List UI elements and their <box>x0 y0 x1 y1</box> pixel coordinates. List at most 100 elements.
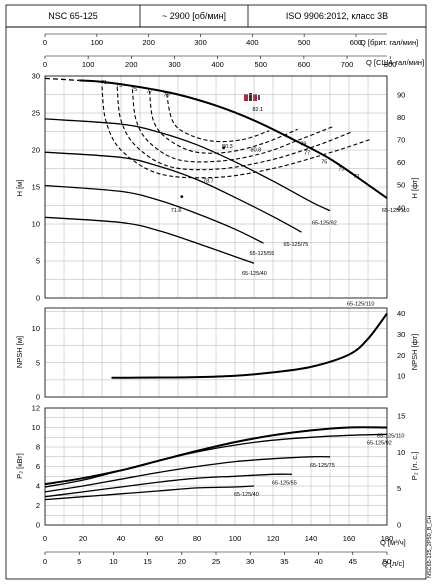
power-plot-frame <box>44 407 388 526</box>
x-tick-ls: 20 <box>178 557 186 566</box>
power-series-label: 65-125/92 <box>367 440 392 446</box>
efficiency-label: 77 <box>146 89 152 95</box>
head-series-label: 65-125/92 <box>312 221 337 227</box>
efficiency-label: 71 <box>354 174 360 180</box>
x-tick-m3h: 20 <box>79 534 87 543</box>
efficiency-isoline <box>148 90 298 154</box>
head-ytick-right: 50 <box>397 181 405 190</box>
power-ytick-left: 6 <box>36 462 40 471</box>
head-ytick-right: 80 <box>397 113 405 122</box>
efficiency-label: 71 <box>101 80 107 86</box>
efficiency-label: 80.8 <box>251 147 262 153</box>
efficiency-point <box>180 195 184 199</box>
npsh-ytick-left: 10 <box>32 324 40 333</box>
manufacturer-logo <box>244 93 260 101</box>
x-tick-ls: 35 <box>280 557 288 566</box>
imperial-tick: 500 <box>298 38 311 47</box>
power-series-label: 65-125/40 <box>234 492 259 498</box>
npsh-ytick-left: 0 <box>36 393 40 402</box>
head-curve-65-125-110 <box>79 79 388 199</box>
efficiency-label: 82.1 <box>252 107 263 113</box>
power-curve-65-125-40 <box>44 485 255 501</box>
imperial-tick: 0 <box>43 38 47 47</box>
x-tick-m3h: 80 <box>193 534 201 543</box>
power-ytick-left: 0 <box>36 521 40 530</box>
x-tick-ls: 25 <box>212 557 220 566</box>
power-series-label: 65-125/75 <box>310 463 335 469</box>
power-ylabel-right: P₂ [л. с.] <box>410 452 419 481</box>
us-tick: 500 <box>254 60 267 69</box>
efficiency-label: 78.7 <box>203 179 214 185</box>
x-tick-m3h: 40 <box>117 534 125 543</box>
power-series-label: 65-125/110 <box>377 434 404 440</box>
x-tick-ls: 5 <box>77 557 81 566</box>
power-ytick-right: 0 <box>397 521 401 530</box>
us-tick: 200 <box>125 60 138 69</box>
head-curve-extension <box>44 77 80 82</box>
x-tick-m3h: 180 <box>381 534 394 543</box>
power-ytick-left: 4 <box>36 482 40 491</box>
us-tick: 600 <box>298 60 311 69</box>
npsh-ytick-right: 40 <box>397 309 405 318</box>
imperial-tick: 600 <box>350 38 363 47</box>
x-tick-ls: 10 <box>109 557 117 566</box>
head-ytick-left: 0 <box>36 294 40 303</box>
x-tick-m3h: 60 <box>155 534 163 543</box>
power-curve-65-125-110 <box>44 426 388 486</box>
us-tick: 100 <box>82 60 95 69</box>
efficiency-isoline <box>101 86 372 179</box>
npsh-ytick-right: 30 <box>397 330 405 339</box>
x-tick-ls: 50 <box>383 557 391 566</box>
efficiency-isoline <box>116 87 354 171</box>
head-ytick-left: 20 <box>32 146 40 155</box>
head-ytick-left: 30 <box>32 72 40 81</box>
x-tick-ls: 45 <box>349 557 357 566</box>
x-tick-ls: 15 <box>143 557 151 566</box>
power-ytick-left: 12 <box>32 404 40 413</box>
header-model: NSC 65-125 <box>48 11 98 21</box>
head-ytick-left: 5 <box>36 257 40 266</box>
x-axis-label-us: Q [США гал/мин] <box>366 58 424 67</box>
x-tick-ls: 40 <box>314 557 322 566</box>
efficiency-label: 73 <box>116 83 122 89</box>
x-tick-m3h: 160 <box>343 534 356 543</box>
efficiency-label: 73 <box>338 167 344 173</box>
power-ytick-left: 8 <box>36 443 40 452</box>
npsh-ytick-right: 10 <box>397 372 405 381</box>
us-tick: 400 <box>211 60 224 69</box>
head-plot-frame <box>44 75 388 299</box>
npsh-ylabel-right: NPSH [фт] <box>410 334 419 371</box>
efficiency-isoline <box>131 89 334 163</box>
head-curve-65-125-40 <box>44 216 255 264</box>
head-ytick-left: 25 <box>32 109 40 118</box>
x-axis-label-ls: Q [л/с] <box>382 559 404 568</box>
head-ytick-right: 60 <box>397 158 405 167</box>
imperial-tick: 100 <box>91 38 104 47</box>
us-tick: 0 <box>43 60 47 69</box>
head-series-label: 65-125/40 <box>242 271 267 277</box>
imperial-tick: 400 <box>246 38 259 47</box>
head-series-label: 65-125/55 <box>250 251 275 257</box>
head-series-label: 65-125/75 <box>284 242 309 248</box>
x-axis-label-imperial: Q [брит. гал/мин] <box>360 38 418 47</box>
head-series-label: 65-125/110 <box>382 208 409 214</box>
document-code: NSC65-125_2P50_B_CH <box>427 516 433 578</box>
x-tick-m3h: 0 <box>43 534 47 543</box>
us-tick: 800 <box>384 60 397 69</box>
us-tick: 700 <box>341 60 354 69</box>
npsh-plot-frame <box>44 307 388 398</box>
efficiency-label: 80.3 <box>222 144 233 150</box>
npsh-ytick-right: 20 <box>397 351 405 360</box>
npsh-series-label: 65-125/110 <box>347 302 374 308</box>
efficiency-label: 75 <box>321 159 327 165</box>
imperial-tick: 300 <box>194 38 207 47</box>
power-ytick-right: 15 <box>397 411 405 420</box>
efficiency-label: 77 <box>304 150 310 156</box>
npsh-ytick-left: 5 <box>36 358 40 367</box>
us-tick: 300 <box>168 60 181 69</box>
header-bar: NSC 65-125 ~ 2900 [об/мин] ISO 9906:2012… <box>5 4 427 28</box>
x-tick-ls: 30 <box>246 557 254 566</box>
x-tick-m3h: 140 <box>305 534 318 543</box>
head-ytick-right: 90 <box>397 91 405 100</box>
